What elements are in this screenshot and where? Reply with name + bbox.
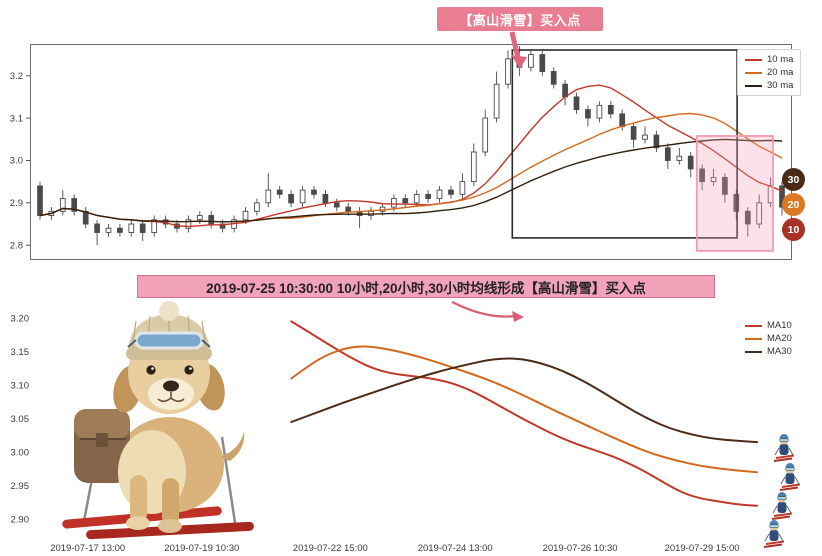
ski-pole-icon <box>220 436 238 530</box>
legend-label: MA30 <box>767 346 792 357</box>
skier-icon <box>771 491 793 520</box>
ma10-line <box>39 84 783 228</box>
top-plot-frame <box>30 44 792 260</box>
legend-item: 30 ma <box>745 79 793 92</box>
x-tick-label: 2019-07-26 10:30 <box>543 543 618 554</box>
x-tick-label: 2019-07-17 13:00 <box>50 543 125 554</box>
bottom-ma-chart: 2.90 2.95 3.00 3.05 3.10 3.15 3.20 2019-07-17 1… <box>11 308 758 554</box>
ma10-line-swatch <box>745 58 762 61</box>
bottom-chart-legend: MA10 MA20 MA30 <box>741 317 796 360</box>
signal-banner-text: 2019-07-25 10:30:00 10小时,20小时,30小时均线形成【高… <box>206 280 646 296</box>
y-tick-label: 2.95 <box>11 481 30 492</box>
legend-item: MA20 <box>745 332 792 345</box>
legend-item: 10 ma <box>745 53 793 66</box>
y-tick-label: 3.00 <box>11 447 30 458</box>
ma30-endpoint-badge: 30 <box>782 168 805 191</box>
ma10-endpoint-badge: 10 <box>782 218 805 241</box>
ski-dog-image <box>62 301 254 540</box>
legend-label: MA10 <box>767 320 792 331</box>
ma20-line <box>290 345 758 474</box>
buy-zone-box <box>695 135 774 252</box>
ma20-line-swatch <box>745 337 762 340</box>
ma10-line <box>290 320 758 507</box>
top-candlestick-chart: 2.8 2.9 3.0 3.1 3.2 <box>10 44 792 260</box>
consolidation-box <box>511 49 738 239</box>
candlestick-series <box>37 46 785 246</box>
ma20-endpoint-badge: 20 <box>782 193 805 216</box>
y-tick-label: 3.05 <box>11 414 30 425</box>
top-chart-legend: 10 ma 20 ma 30 ma <box>737 49 802 96</box>
goggles-icon <box>127 331 211 350</box>
y-tick-label: 3.0 <box>10 156 23 167</box>
signal-banner: 2019-07-25 10:30:00 10小时,20小时,30小时均线形成【高… <box>137 275 715 298</box>
y-tick-label: 2.8 <box>10 240 23 251</box>
buy-point-callout: 【高山滑雪】买入点 <box>437 7 603 31</box>
legend-item: MA30 <box>745 345 792 358</box>
y-tick-label: 3.2 <box>10 71 23 82</box>
x-tick-label: 2019-07-19 10:30 <box>164 543 239 554</box>
legend-label: 10 ma <box>767 54 794 65</box>
ma20-line <box>39 112 783 223</box>
y-tick-label: 3.10 <box>11 380 30 391</box>
skier-icon <box>779 462 801 491</box>
ma30-line <box>39 138 783 223</box>
x-tick-label: 2019-07-29 15:00 <box>665 543 740 554</box>
legend-item: 20 ma <box>745 66 793 79</box>
top-y-axis: 2.8 2.9 3.0 3.1 3.2 <box>10 71 30 251</box>
y-tick-label: 2.90 <box>11 514 30 525</box>
skier-icon <box>773 433 795 462</box>
knit-hat-icon <box>126 301 212 360</box>
x-tick-label: 2019-07-24 13:00 <box>418 543 493 554</box>
bottom-chart-svg: 2.90 2.95 3.00 3.05 3.10 3.15 3.20 2019-07-17 1… <box>11 313 758 554</box>
ma20-line-swatch <box>745 71 762 74</box>
y-tick-label: 3.1 <box>10 113 23 124</box>
ma30-line-swatch <box>745 350 762 353</box>
ma10-line-swatch <box>745 324 762 327</box>
y-tick-label: 2.9 <box>10 198 23 209</box>
backpack-icon <box>74 409 130 483</box>
legend-label: MA20 <box>767 333 792 344</box>
top-chart-svg: 2.8 2.9 3.0 3.1 3.2 <box>10 44 792 260</box>
legend-label: 20 ma <box>767 67 794 78</box>
bottom-x-axis: 2019-07-17 13:00 2019-07-19 10:30 2019-07-… <box>50 543 739 554</box>
ma30-line-swatch <box>745 84 762 87</box>
y-tick-label: 3.20 <box>11 313 30 324</box>
skier-icon <box>763 519 785 548</box>
mini-skiers <box>763 433 801 548</box>
legend-item: MA10 <box>745 319 792 332</box>
buy-point-callout-text: 【高山滑雪】买入点 <box>459 12 581 28</box>
bottom-y-axis: 2.90 2.95 3.00 3.05 3.10 3.15 3.20 <box>11 313 30 525</box>
y-tick-label: 3.15 <box>11 347 30 358</box>
ma30-line <box>290 357 758 444</box>
legend-label: 30 ma <box>767 80 794 91</box>
x-tick-label: 2019-07-22 15:00 <box>293 543 368 554</box>
